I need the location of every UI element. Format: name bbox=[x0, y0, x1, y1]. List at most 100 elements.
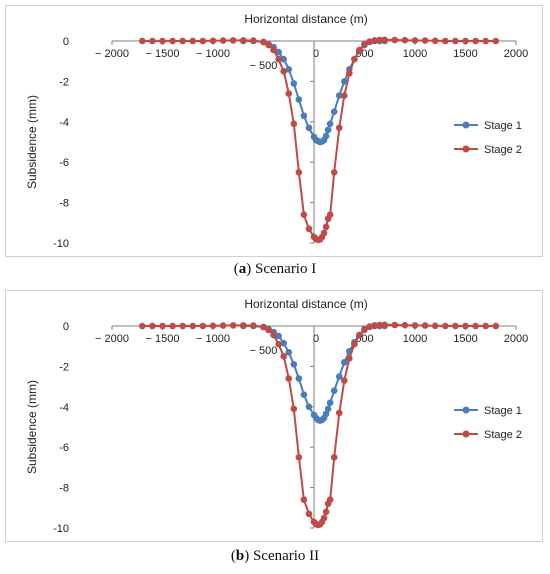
y-tick-label: -4 bbox=[59, 402, 69, 414]
data-point bbox=[265, 41, 272, 49]
data-point bbox=[250, 322, 257, 329]
y-tick-label: -8 bbox=[59, 198, 69, 210]
data-point bbox=[240, 322, 247, 329]
data-point bbox=[300, 211, 308, 219]
x-tick-label: − 2000 bbox=[95, 333, 129, 345]
data-point bbox=[179, 322, 186, 330]
data-point bbox=[209, 322, 217, 330]
chart-b: Horizontal distance (m) Subsidence (mm) − … bbox=[25, 297, 528, 535]
data-point bbox=[250, 37, 257, 44]
x-tick-label: 2000 bbox=[504, 333, 528, 345]
data-point bbox=[290, 120, 298, 128]
x-tick-label: − 2000 bbox=[95, 48, 129, 60]
data-point bbox=[305, 124, 313, 132]
data-point bbox=[149, 322, 156, 330]
data-point bbox=[462, 322, 469, 330]
data-point bbox=[290, 405, 298, 413]
y-tick-label: -10 bbox=[53, 523, 69, 535]
data-point bbox=[322, 132, 330, 140]
caption-a-text: Scenario I bbox=[251, 261, 317, 277]
x-tick-label: 2000 bbox=[504, 48, 528, 60]
data-point bbox=[391, 36, 399, 44]
data-point bbox=[320, 514, 328, 522]
data-point bbox=[305, 403, 313, 411]
caption-a-letter: a bbox=[238, 261, 247, 277]
data-point bbox=[275, 340, 282, 348]
x-tick-label: − 1000 bbox=[196, 333, 230, 345]
data-point bbox=[351, 340, 358, 348]
caption-a: (a) Scenario I bbox=[233, 261, 317, 277]
data-point bbox=[300, 496, 308, 504]
legend-label: Stage 1 bbox=[484, 120, 522, 132]
data-point bbox=[361, 325, 368, 333]
data-point bbox=[326, 496, 334, 504]
data-point bbox=[472, 322, 479, 330]
data-point bbox=[401, 36, 409, 44]
data-point bbox=[285, 375, 293, 382]
data-point bbox=[285, 65, 293, 73]
data-point bbox=[341, 92, 348, 99]
data-point bbox=[295, 454, 303, 461]
y-tick-label: -10 bbox=[53, 238, 69, 250]
data-point bbox=[189, 322, 197, 330]
data-point bbox=[391, 321, 399, 329]
data-point bbox=[300, 112, 308, 120]
data-point bbox=[295, 169, 303, 176]
y-tick-label: 0 bbox=[63, 36, 69, 48]
data-point bbox=[411, 322, 419, 329]
data-point bbox=[381, 36, 389, 44]
data-point bbox=[472, 37, 479, 45]
data-point bbox=[270, 331, 277, 339]
data-point bbox=[280, 55, 288, 63]
data-point bbox=[346, 70, 353, 77]
y-tick-label: -6 bbox=[59, 442, 69, 454]
data-point bbox=[326, 211, 334, 219]
data-point bbox=[189, 37, 197, 45]
data-point bbox=[482, 322, 490, 330]
data-point bbox=[462, 37, 469, 45]
data-point bbox=[351, 55, 358, 63]
caption-b: (b) Scenario II bbox=[230, 548, 320, 564]
data-point bbox=[169, 322, 176, 330]
data-point bbox=[330, 169, 338, 176]
data-point bbox=[322, 508, 330, 516]
data-point bbox=[219, 322, 227, 329]
legend-swatch-marker bbox=[462, 121, 470, 129]
data-point bbox=[361, 40, 368, 48]
legend-label: Stage 2 bbox=[484, 144, 522, 156]
data-point bbox=[366, 323, 373, 330]
data-point bbox=[335, 373, 343, 380]
chart-a: Horizontal distance (m) Subsidence (mm) − … bbox=[25, 12, 528, 250]
data-point bbox=[179, 37, 186, 45]
data-point bbox=[320, 229, 328, 237]
data-point bbox=[356, 46, 363, 54]
chart-panel-a: Horizontal distance (m) Subsidence (mm) − … bbox=[5, 5, 543, 257]
data-point bbox=[300, 391, 308, 398]
caption-b-text: Scenario II bbox=[249, 548, 320, 564]
data-point bbox=[149, 37, 156, 45]
data-point bbox=[371, 322, 378, 329]
x-tick-label: 0 bbox=[313, 333, 319, 345]
data-point bbox=[442, 37, 449, 45]
data-point bbox=[492, 322, 500, 330]
data-point bbox=[452, 322, 459, 330]
x-tick-label: − 500 bbox=[250, 345, 278, 357]
data-point bbox=[326, 120, 334, 128]
data-point bbox=[305, 510, 313, 518]
data-point bbox=[139, 322, 146, 330]
data-point bbox=[401, 321, 409, 329]
data-point bbox=[290, 361, 298, 368]
data-point bbox=[295, 375, 303, 382]
x-tick-label: − 500 bbox=[250, 60, 278, 72]
data-point bbox=[270, 46, 277, 54]
data-point bbox=[330, 387, 338, 394]
data-point bbox=[335, 92, 343, 99]
data-point bbox=[341, 377, 348, 384]
data-point bbox=[290, 80, 298, 87]
data-point bbox=[346, 355, 353, 362]
legend-swatch-marker bbox=[462, 145, 470, 153]
data-point bbox=[341, 359, 348, 366]
x-tick-label: 0 bbox=[313, 48, 319, 60]
x-tick-label: 1500 bbox=[453, 48, 477, 60]
data-point bbox=[376, 36, 383, 44]
